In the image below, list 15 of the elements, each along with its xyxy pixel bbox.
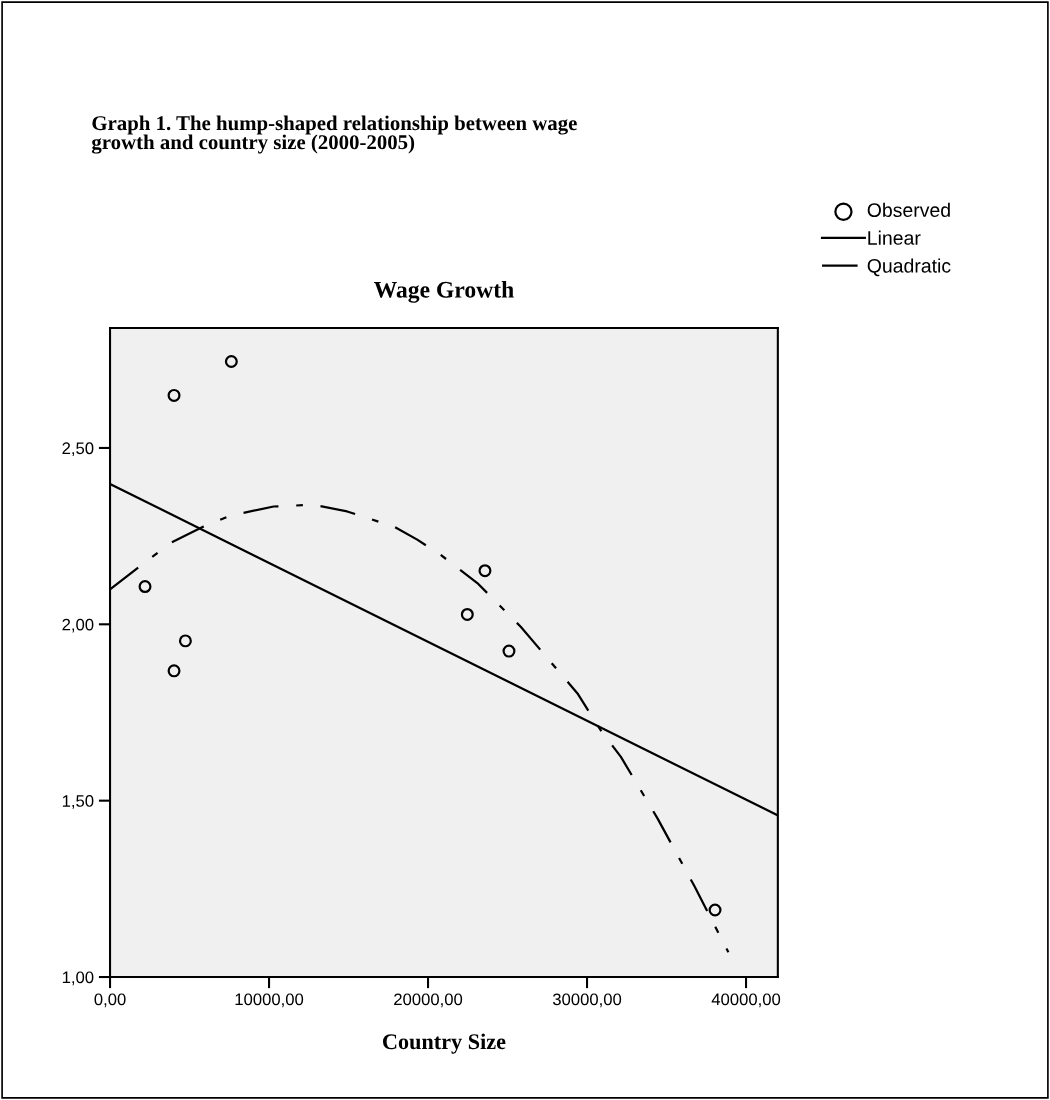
- caption: Graph 1. The hump-shaped relationship between wage growth and country size (2000-2005): [91, 115, 577, 154]
- y-tick-label: 2,50: [62, 442, 94, 457]
- legend-label: Linear: [868, 230, 921, 245]
- y-tick-label: 1,50: [62, 795, 94, 809]
- y-tick-label: 1,00: [62, 971, 94, 986]
- chart-title: Wage Growth: [373, 281, 514, 303]
- x-tick-label: 40000,00: [711, 993, 781, 1008]
- x-tick-label: 20000,00: [394, 993, 463, 1008]
- x-tick-label: 30000,00: [552, 993, 622, 1008]
- legend-label: Observed: [867, 202, 950, 218]
- x-tick-label: 10000,00: [235, 993, 304, 1008]
- x-tick-label: 0,00: [94, 993, 126, 1008]
- legend-label: Quadratic: [867, 258, 951, 277]
- x-axis-title: Country Size: [382, 1033, 506, 1054]
- y-tick-label: 2,00: [62, 618, 94, 633]
